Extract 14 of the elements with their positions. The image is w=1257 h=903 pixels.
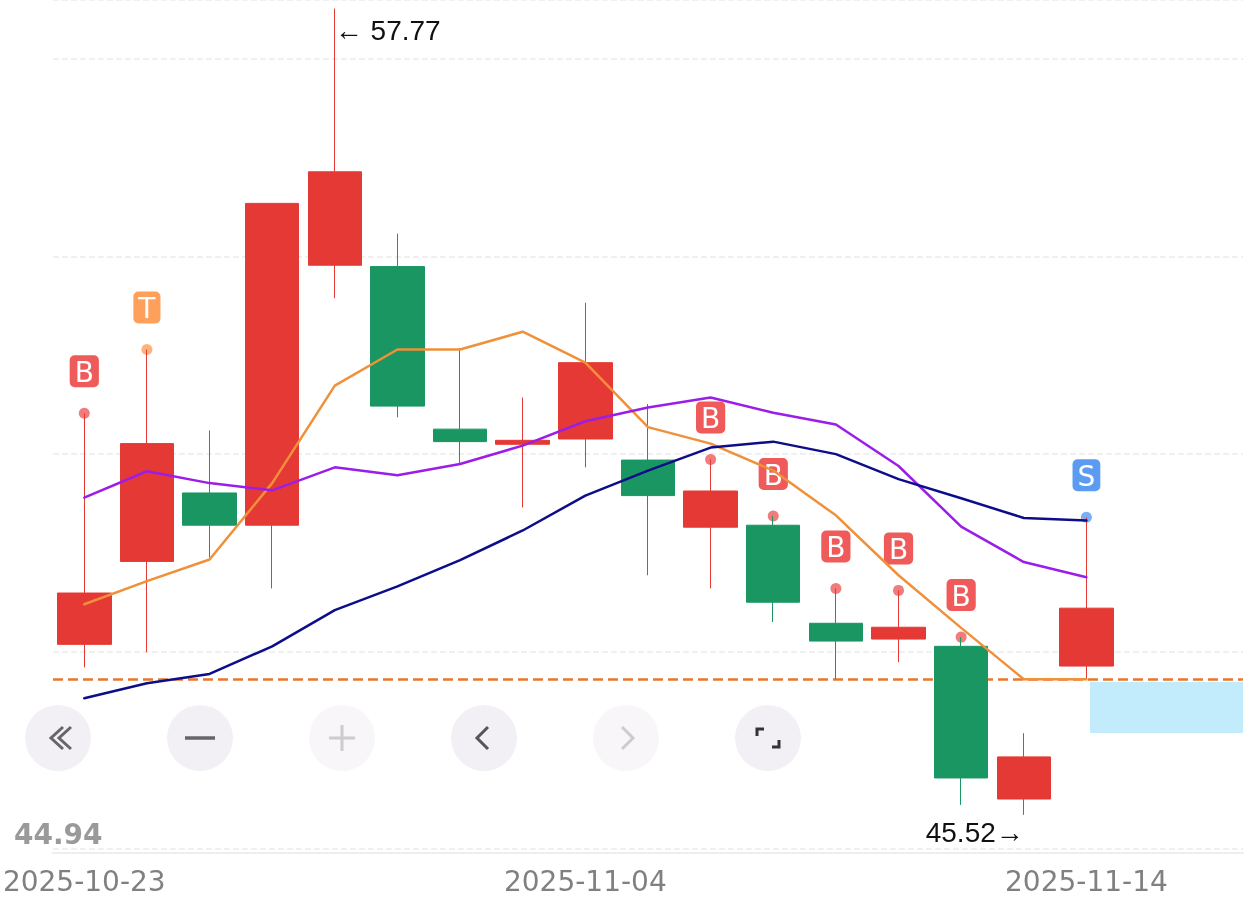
data-label: S — [1077, 459, 1096, 493]
annotation: 44.94 — [14, 817, 103, 851]
data-label: B — [951, 579, 971, 613]
data-label: B — [701, 401, 721, 435]
data-label: B — [763, 458, 783, 492]
data-label: T — [137, 291, 157, 325]
text: 45.52→ — [925, 817, 1024, 849]
x-tick-label: 2025-10-23 — [2, 864, 166, 898]
text: ← 57.77 — [334, 15, 441, 47]
x-tick-label: 2025-11-14 — [1005, 864, 1168, 898]
data-label: B — [888, 532, 909, 566]
data-label: B — [826, 530, 846, 564]
x-tick-label: 2025-11-04 — [503, 864, 667, 898]
data-label: B — [74, 355, 94, 389]
